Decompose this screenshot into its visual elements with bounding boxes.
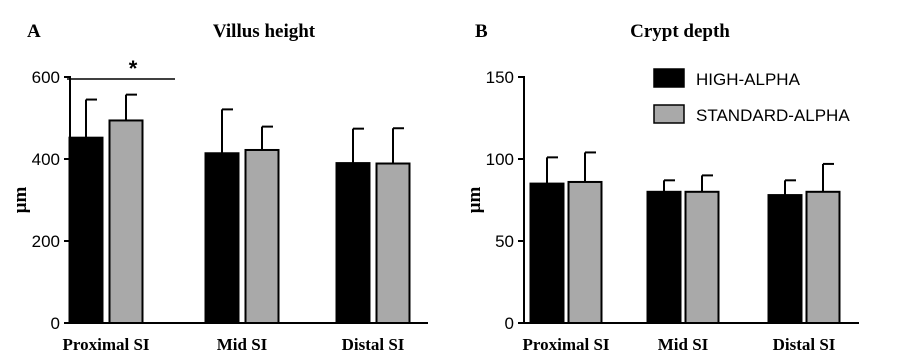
x-tick-label: Distal SI <box>773 335 836 354</box>
legend: HIGH-ALPHA STANDARD-ALPHA <box>653 68 850 125</box>
y-tick-label: 0 <box>51 314 60 333</box>
panel-letter: A <box>27 21 41 42</box>
legend-label: STANDARD-ALPHA <box>696 106 850 125</box>
y-tick-label: 0 <box>505 314 514 333</box>
y-tick-label: 150 <box>486 68 514 87</box>
y-tick-label: 100 <box>486 150 514 169</box>
x-tick-label: Distal SI <box>342 335 405 354</box>
x-tick-label: Mid SI <box>217 335 268 354</box>
y-tick-label: 600 <box>32 68 60 87</box>
significance-marker: * <box>129 56 138 81</box>
chart-title: Villus height <box>213 21 316 42</box>
y-tick-label: 400 <box>32 150 60 169</box>
bar <box>375 162 411 324</box>
chart-panel-a: A Villus height µm 0 200 400 600 Proximal SI Mid… <box>10 21 428 354</box>
y-tick-label: 50 <box>495 232 514 251</box>
chart-panel-b: B Crypt depth µm 0 50 100 150 Proximal SI Mid SI… <box>464 21 859 354</box>
legend-label: HIGH-ALPHA <box>696 70 801 89</box>
y-tick-label: 200 <box>32 232 60 251</box>
legend-swatch <box>653 68 685 88</box>
bar <box>646 190 682 324</box>
bar <box>335 162 371 324</box>
y-axis-label: µm <box>10 186 31 213</box>
x-tick-label: Proximal SI <box>522 335 609 354</box>
panel-letter: B <box>475 21 488 42</box>
y-axis-label: µm <box>464 186 485 213</box>
bar <box>805 190 841 324</box>
bar <box>567 180 603 324</box>
x-tick-label: Proximal SI <box>62 335 149 354</box>
bar <box>204 152 240 324</box>
bar <box>684 190 720 324</box>
bar <box>767 194 803 324</box>
x-tick-label: Mid SI <box>658 335 709 354</box>
bar <box>529 182 565 324</box>
bar <box>244 148 280 324</box>
bar <box>108 119 144 324</box>
chart-title: Crypt depth <box>630 21 730 42</box>
bar <box>68 136 104 324</box>
legend-swatch <box>653 104 685 124</box>
